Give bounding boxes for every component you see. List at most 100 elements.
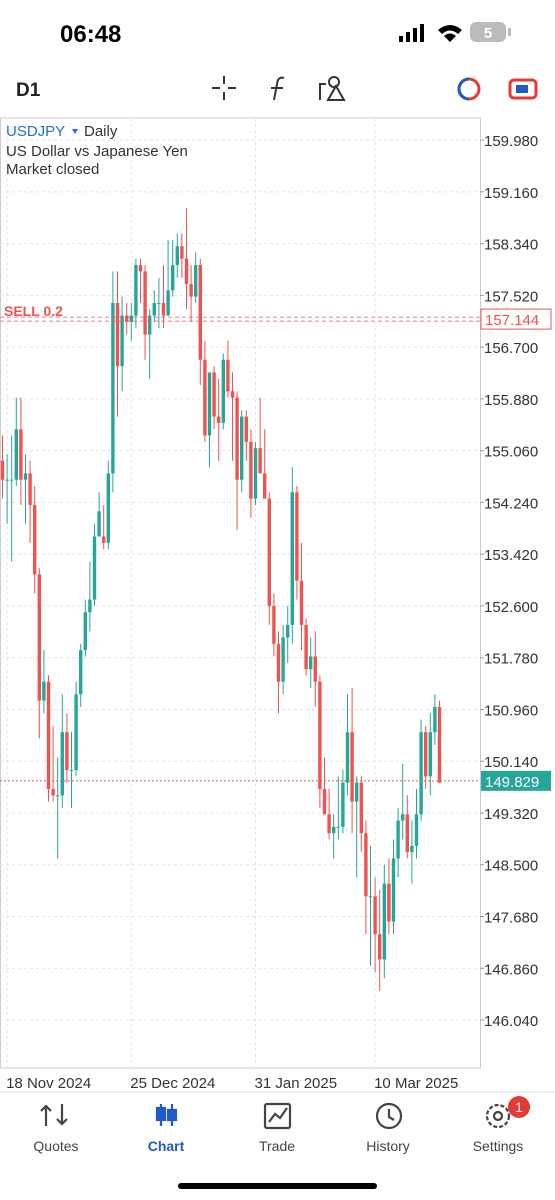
candle-body [217, 416, 221, 423]
candle-body [391, 858, 396, 922]
candle-body [203, 359, 207, 436]
nav-label[interactable]: Chart [148, 1138, 185, 1154]
candle-body [332, 826, 336, 834]
candle-body [424, 732, 428, 777]
candle-body [125, 315, 129, 322]
x-tick-label: 10 Mar 2025 [374, 1075, 458, 1092]
candle-body [88, 599, 92, 613]
candle-body [97, 511, 101, 537]
candle-body [244, 416, 248, 442]
x-tick-label: 31 Jan 2025 [255, 1075, 338, 1092]
candle-body [396, 820, 400, 859]
candle-body [401, 814, 405, 821]
candle-body [240, 416, 244, 480]
candle-body [189, 284, 193, 297]
candle-body [198, 265, 202, 360]
candle-body [212, 372, 216, 417]
candle-body [115, 302, 120, 367]
candle-body [364, 833, 368, 897]
timeframe[interactable]: D1 [16, 80, 41, 101]
x-tick-label: 18 Nov 2024 [6, 1075, 91, 1092]
chart: 159.980 159.160 158.340 157.520 156.700 155.8… [0, 117, 552, 1092]
home-indicator [178, 1183, 377, 1189]
candle-body [65, 732, 69, 771]
candle-body [368, 896, 373, 898]
candle-body [387, 883, 391, 922]
y-tick-label: 155.880 [484, 392, 538, 409]
y-tick-label: 159.160 [484, 185, 538, 202]
candle-body [166, 290, 170, 316]
y-tick-label: 157.520 [484, 288, 538, 305]
candle-body [299, 580, 304, 625]
candle-body [405, 814, 409, 853]
candle-body [134, 265, 138, 316]
candle-body [157, 302, 161, 304]
symbol[interactable]: USDJPY [6, 123, 65, 140]
candle-body [175, 246, 179, 266]
bid-price-box [481, 770, 551, 791]
candle-body [309, 656, 313, 670]
candle-body [69, 770, 74, 772]
order-price-label: 157.144 [485, 312, 539, 329]
nav-label[interactable]: Quotes [33, 1138, 78, 1154]
candle-body [272, 605, 276, 644]
candle-body [10, 479, 14, 481]
bid-price-label: 149.829 [485, 774, 539, 791]
candle-body [79, 650, 83, 695]
candle-body [313, 656, 317, 682]
candle-body [148, 315, 152, 335]
candle-body [253, 448, 258, 499]
candle-body [378, 934, 382, 960]
candle-body [152, 302, 156, 316]
candle-body [129, 315, 133, 322]
candle-body [14, 429, 18, 480]
candle-body [281, 637, 285, 682]
y-tick-label: 148.500 [484, 858, 538, 875]
candle-body [235, 397, 239, 480]
nav-label[interactable]: Settings [473, 1138, 524, 1154]
y-tick-label: 147.680 [484, 910, 538, 927]
candle-body [336, 826, 340, 828]
candle-body [286, 624, 290, 638]
nav-icons [40, 1102, 511, 1130]
y-tick-label: 158.340 [484, 237, 538, 254]
plot-frame [0, 117, 481, 1069]
dropdown-arrow[interactable] [72, 129, 78, 134]
y-tick-label: 151.780 [484, 651, 538, 668]
y-tick-label: 155.060 [484, 444, 538, 461]
toolbar-icons[interactable] [212, 76, 538, 101]
candle-body [111, 302, 115, 474]
candle-body [258, 448, 262, 474]
candle-body [382, 883, 386, 960]
candle-body [290, 492, 294, 625]
candle-body [304, 624, 308, 670]
badge [508, 1096, 530, 1118]
candle-body [295, 492, 299, 581]
nav-label[interactable]: Trade [259, 1138, 295, 1154]
y-tick-label: 149.320 [484, 806, 538, 823]
y-tick-label: 154.240 [484, 495, 538, 512]
order-price-box [480, 308, 552, 330]
description: US Dollar vs Japanese Yen [6, 143, 188, 160]
candle-body [56, 795, 60, 797]
y-tick-label: 146.860 [484, 961, 538, 978]
candle-body [410, 845, 414, 853]
status-time: 06:48 [60, 21, 121, 48]
candle-body [322, 788, 327, 815]
candle-body [51, 788, 55, 796]
candle-body [120, 315, 124, 367]
market-status: Market closed [6, 161, 99, 178]
nav-label[interactable]: History [366, 1138, 410, 1154]
candle-body [138, 265, 143, 272]
candle-body [207, 372, 212, 436]
candle-body [0, 460, 5, 480]
candle-body [92, 536, 97, 600]
candle-body [318, 681, 322, 789]
candle-body [276, 643, 281, 682]
candle-body [171, 265, 175, 291]
candle-body [46, 681, 51, 789]
y-tick-label: 156.700 [484, 340, 538, 357]
order-label: SELL 0.2 [4, 303, 63, 319]
status-icons [399, 22, 511, 42]
